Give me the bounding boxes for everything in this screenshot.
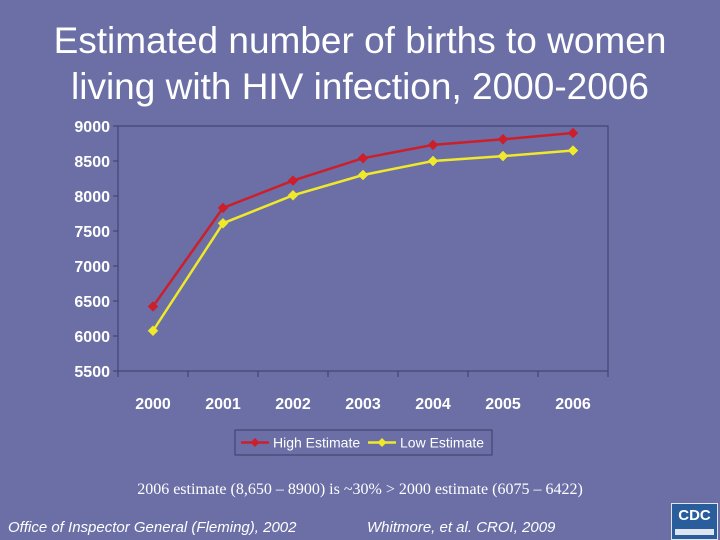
y-tick-label: 8500 [74,154,110,171]
data-point-high-estimate [497,133,509,145]
title-line-2: living with HIV infection, 2000-2006 [71,66,649,107]
data-point-low-estimate [357,169,369,181]
source-citation-right: Whitmore, et al. CROI, 2009 [367,519,556,536]
data-point-low-estimate [567,145,579,156]
y-tick-label: 6000 [74,329,110,346]
x-tick-label: 2000 [135,396,171,413]
x-tick-label: 2006 [555,396,591,413]
cdc-logo-text: CDC [678,507,711,524]
legend-label-high-estimate: High Estimate [273,435,360,451]
data-point-high-estimate [427,139,439,151]
y-tick-label: 9000 [74,119,110,136]
title-line-1: Estimated number of births to women [53,20,667,61]
cdc-logo: CDC [671,503,718,540]
y-tick-label: 7000 [74,259,110,276]
y-tick-label: 7500 [74,224,110,241]
data-point-high-estimate [147,301,159,312]
data-point-high-estimate [217,202,229,214]
y-tick-label: 5500 [74,364,110,381]
x-tick-label: 2002 [275,396,311,413]
x-tick-label: 2004 [415,396,451,413]
plot-area [117,125,609,372]
data-point-low-estimate [147,325,159,337]
y-tick-label: 8000 [74,189,110,206]
x-tick-label: 2003 [345,396,381,413]
x-tick-label: 2005 [485,396,521,413]
x-tick-label: 2001 [205,396,241,413]
y-tick-label: 6500 [74,294,110,311]
page-title: Estimated number of births to women livi… [0,18,720,110]
legend-box [234,429,493,456]
legend-swatch-marker-low-estimate [377,438,387,447]
data-point-low-estimate [497,150,509,162]
legend-swatch-marker-high-estimate [250,438,260,447]
source-citation-left: Office of Inspector General (Fleming), 2… [8,519,297,536]
legend-label-low-estimate: Low Estimate [400,435,484,451]
data-point-low-estimate [217,217,229,229]
data-point-high-estimate [567,127,579,139]
cdc-logo-band [675,529,714,535]
comparison-note: 2006 estimate (8,650 – 8900) is ~30% > 2… [137,481,583,498]
data-point-low-estimate [287,189,299,201]
data-point-high-estimate [357,152,369,164]
data-point-high-estimate [287,175,299,186]
data-point-low-estimate [427,155,439,167]
